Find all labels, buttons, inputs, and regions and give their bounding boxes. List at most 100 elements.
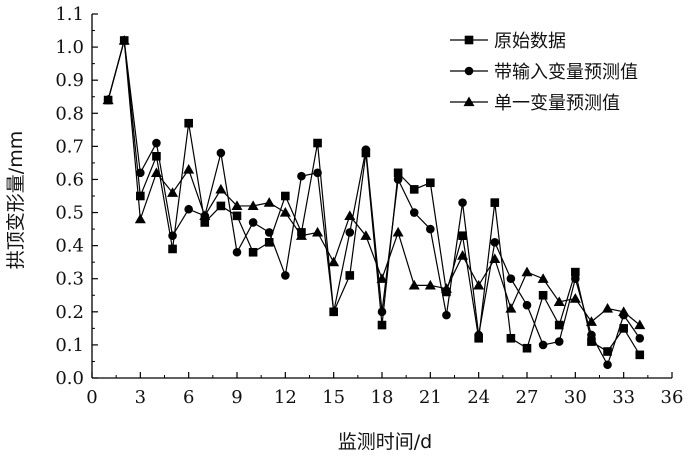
y-tick-label: 0.4 [55, 236, 84, 257]
data-point [297, 171, 306, 181]
series-1 [103, 36, 645, 360]
x-tick-label: 33 [612, 387, 635, 408]
data-point [553, 296, 565, 307]
data-point [409, 185, 419, 194]
data-point [522, 343, 532, 353]
x-tick-label: 6 [183, 387, 194, 408]
legend-label: 原始数据 [494, 31, 566, 52]
legend-marker [463, 96, 475, 107]
data-point [313, 168, 322, 178]
data-point [554, 337, 564, 346]
data-point [393, 175, 403, 184]
data-point [473, 279, 485, 290]
legend-marker [464, 35, 474, 45]
x-tick-label: 0 [86, 387, 97, 408]
data-point [603, 360, 612, 370]
data-point [587, 330, 596, 340]
y-tick-label: 0.2 [55, 302, 84, 323]
data-point [635, 350, 645, 360]
data-point [136, 191, 145, 201]
data-point [635, 333, 645, 343]
data-point [345, 228, 355, 237]
data-point [248, 247, 258, 257]
data-point [232, 211, 242, 221]
data-point [426, 178, 435, 188]
y-tick-label: 1.1 [55, 4, 84, 25]
y-tick-label: 1.0 [55, 37, 84, 58]
data-point [537, 273, 549, 283]
y-tick-label: 0.8 [55, 103, 84, 124]
data-point [102, 94, 114, 105]
data-point [424, 279, 436, 290]
data-point [538, 290, 548, 300]
series-2 [103, 36, 645, 370]
legend-item: 带输入变量预测值 [450, 62, 638, 83]
data-point [134, 213, 146, 224]
data-point [345, 271, 355, 280]
series-line [107, 40, 641, 367]
data-point [295, 230, 307, 240]
data-point [215, 183, 227, 194]
data-point [167, 187, 179, 197]
data-point [152, 151, 161, 161]
series-line [107, 40, 641, 326]
data-point [521, 266, 533, 277]
data-point [168, 244, 177, 254]
data-point [279, 207, 291, 217]
data-point [329, 307, 338, 317]
data-point [183, 164, 195, 174]
data-point [489, 253, 501, 263]
data-point [603, 347, 612, 356]
series-layer [102, 34, 646, 370]
data-point [602, 303, 614, 313]
data-point [618, 306, 630, 316]
data-point [634, 319, 646, 330]
data-point [571, 274, 580, 284]
series-line [107, 40, 641, 356]
axes: 0 3 6 9 12 15 18 21 24 27 30 33 360.00.10.20.30.40.5… [55, 4, 683, 408]
data-point [554, 320, 564, 330]
y-tick-label: 0.6 [55, 169, 84, 190]
data-point [392, 226, 404, 237]
data-point [264, 238, 274, 247]
data-point [442, 310, 451, 320]
y-tick-label: 0.1 [55, 335, 84, 356]
data-point [312, 226, 324, 237]
data-point [184, 118, 193, 128]
x-tick-label: 3 [135, 387, 146, 408]
data-point [377, 320, 387, 330]
data-point [587, 337, 596, 346]
data-point [505, 303, 517, 313]
data-point [344, 210, 356, 220]
data-point [571, 267, 580, 277]
data-point [216, 201, 226, 211]
series-3 [102, 34, 646, 330]
data-point [393, 168, 403, 178]
data-point [184, 204, 193, 214]
data-point [458, 198, 467, 207]
data-point [200, 218, 210, 227]
data-point [376, 273, 388, 283]
x-tick-label: 27 [516, 387, 539, 408]
data-point [440, 283, 452, 293]
data-point [538, 340, 548, 350]
data-point [281, 271, 290, 280]
data-point [569, 293, 581, 303]
data-point [247, 200, 259, 211]
data-point [231, 200, 243, 211]
x-tick-label: 30 [564, 387, 587, 408]
data-point [168, 231, 177, 241]
data-point [490, 198, 500, 207]
x-tick-label: 24 [467, 387, 490, 408]
data-point [457, 250, 469, 260]
data-point [136, 168, 145, 178]
data-point [619, 324, 628, 333]
data-point [408, 279, 420, 290]
y-tick-label: 0.3 [55, 269, 84, 290]
data-point [150, 167, 162, 177]
y-tick-label: 0.9 [55, 70, 84, 91]
data-point [199, 210, 211, 220]
